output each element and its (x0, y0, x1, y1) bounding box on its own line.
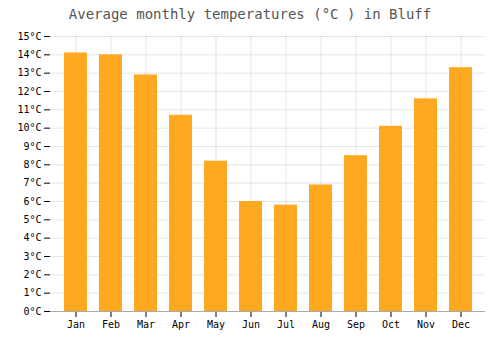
svg-text:Jun: Jun (242, 319, 260, 330)
html-text:Average monthly temperatures (: Average monthly temperatures (°C ) in Bl… (68, 6, 432, 22)
svg-text:5°C: 5°C (23, 214, 41, 225)
svg-text:Feb: Feb (102, 319, 120, 330)
svg-text:12°C: 12°C (17, 86, 41, 97)
svg-text:6°C: 6°C (23, 196, 41, 207)
svg-text:Dec: Dec (452, 319, 470, 330)
svg-text:Mar: Mar (137, 319, 155, 330)
svg-text:Jan: Jan (67, 319, 85, 330)
svg-text:14°C: 14°C (17, 49, 41, 60)
svg-text:9°C: 9°C (23, 141, 41, 152)
svg-text:10°C: 10°C (17, 122, 41, 133)
svg-text:3°C: 3°C (23, 251, 41, 262)
svg-text:4°C: 4°C (23, 232, 41, 243)
svg-text:0°C: 0°C (23, 306, 41, 317)
svg-text:8°C: 8°C (23, 159, 41, 170)
svg-text:15°C: 15°C (17, 31, 41, 42)
svg-text:Oct: Oct (382, 319, 400, 330)
svg-text:1°C: 1°C (23, 287, 41, 298)
svg-text:Nov: Nov (417, 319, 435, 330)
svg-text:7°C: 7°C (23, 177, 41, 188)
svg-text:Sep: Sep (347, 319, 365, 330)
svg-text:2°C: 2°C (23, 269, 41, 280)
svg-text:11°C: 11°C (17, 104, 41, 115)
svg-text:May: May (207, 319, 225, 330)
svg-text:13°C: 13°C (17, 67, 41, 78)
svg-text:Apr: Apr (172, 319, 190, 330)
svg-text:Jul: Jul (277, 319, 295, 330)
svg-text:Aug: Aug (312, 319, 330, 330)
